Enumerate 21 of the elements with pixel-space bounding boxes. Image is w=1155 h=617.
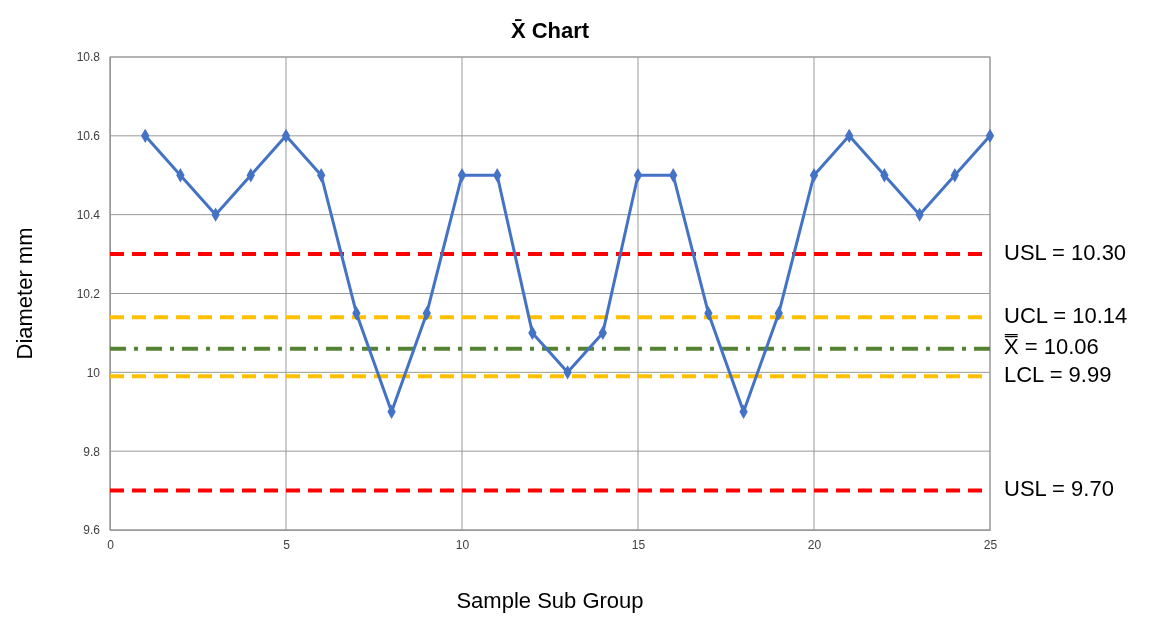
y-tick-label: 10.8 bbox=[76, 50, 101, 65]
ref-line-label: USL = 10.30 bbox=[1004, 239, 1127, 265]
x-tick-label: 15 bbox=[631, 537, 646, 552]
x-axis-title: Sample Sub Group bbox=[456, 588, 644, 613]
x-tick-label: 25 bbox=[983, 537, 998, 552]
x-tick-label: 10 bbox=[455, 537, 470, 552]
y-tick-label: 10.6 bbox=[76, 129, 101, 144]
ref-line-label: LCL = 9.99 bbox=[1004, 362, 1112, 388]
x-tick-label: 5 bbox=[283, 537, 291, 552]
ref-line-label: USL = 9.70 bbox=[1004, 476, 1114, 502]
chart-title: X̄ Chart bbox=[510, 18, 590, 43]
y-tick-label: 9.8 bbox=[83, 444, 101, 459]
y-tick-label: 10 bbox=[86, 365, 101, 380]
ref-line-label: X̿ = 10.06 bbox=[1004, 334, 1099, 360]
ref-line-label: UCL = 10.14 bbox=[1004, 302, 1128, 328]
x-tick-label: 20 bbox=[807, 537, 822, 552]
y-axis-title: Diameter mm bbox=[12, 227, 37, 360]
y-tick-label: 10.2 bbox=[76, 286, 101, 301]
x-tick-label: 0 bbox=[107, 537, 115, 552]
y-tick-label: 9.6 bbox=[83, 523, 101, 538]
y-tick-label: 10.4 bbox=[76, 208, 101, 223]
